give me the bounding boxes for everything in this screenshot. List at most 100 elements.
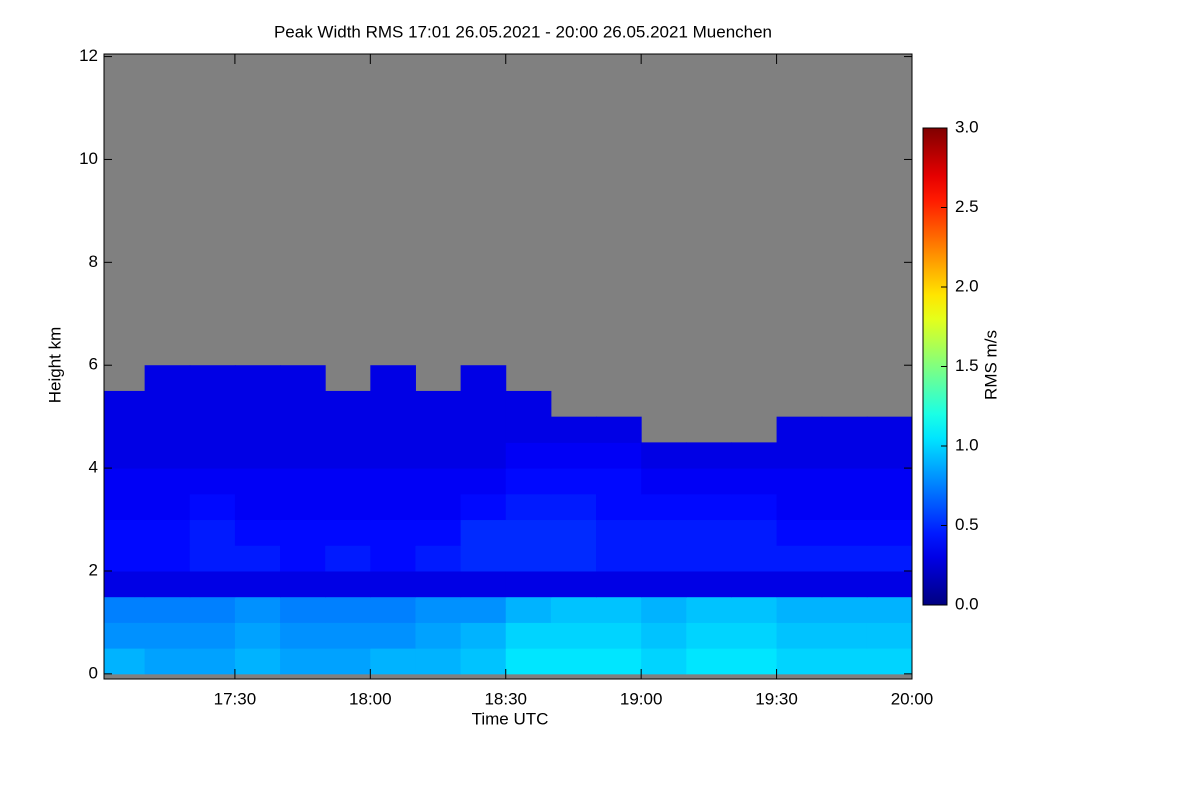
heatmap-cell: [370, 622, 416, 649]
heatmap-cell: [460, 648, 507, 675]
heatmap-cell: [641, 622, 687, 649]
x-tick-label: 18:00: [349, 689, 392, 708]
heatmap-cell: [686, 468, 732, 495]
heatmap-cell: [550, 442, 597, 469]
heatmap-cell: [325, 545, 371, 572]
heatmap-cell: [460, 468, 507, 495]
heatmap-cell: [821, 416, 868, 443]
heatmap-cell: [370, 570, 416, 598]
heatmap-cell: [596, 442, 642, 469]
heatmap-cell: [460, 442, 507, 469]
heatmap-cell: [234, 442, 281, 469]
x-tick-label: 20:00: [891, 689, 934, 708]
heatmap-cell: [189, 596, 236, 623]
heatmap-cell: [104, 468, 146, 495]
heatmap-cell: [325, 570, 371, 598]
heatmap-cell: [821, 648, 868, 675]
heatmap-cell: [189, 622, 236, 649]
heatmap-cell: [189, 545, 236, 572]
heatmap-cell: [866, 545, 913, 572]
heatmap-cell: [189, 468, 236, 495]
y-tick-label: 2: [89, 560, 98, 579]
heatmap-cell: [144, 648, 191, 675]
heatmap-cell: [866, 416, 913, 443]
heatmap-cell: [460, 519, 507, 546]
heatmap-cell: [234, 416, 281, 443]
y-tick-label: 8: [89, 252, 98, 271]
heatmap-cell: [821, 570, 868, 598]
heatmap-cell: [731, 570, 778, 598]
x-tick-label: 19:00: [620, 689, 663, 708]
heatmap-cell: [234, 493, 281, 521]
heatmap-cell: [731, 493, 778, 521]
x-tick-label: 17:30: [214, 689, 257, 708]
heatmap-cell: [280, 570, 326, 598]
heatmap-cell: [596, 493, 642, 521]
heatmap-cell: [325, 442, 371, 469]
heatmap-cell: [641, 442, 687, 469]
heatmap-cell: [641, 596, 687, 623]
x-tick-label: 18:30: [484, 689, 527, 708]
heatmap-cell: [866, 493, 913, 521]
heatmap-cell: [460, 390, 507, 418]
heatmap-cell: [104, 596, 146, 623]
heatmap-cell: [641, 468, 687, 495]
heatmap-cell: [505, 468, 552, 495]
heatmap-cell: [144, 622, 191, 649]
y-tick-label: 4: [89, 458, 98, 477]
heatmap-cell: [731, 622, 778, 649]
heatmap-cell: [415, 390, 462, 418]
heatmap-cell: [104, 493, 146, 521]
heatmap-cell: [641, 570, 687, 598]
heatmap-cell: [104, 570, 146, 598]
heatmap-cell: [821, 468, 868, 495]
heatmap-cell: [144, 493, 191, 521]
heatmap-cell: [821, 596, 868, 623]
y-tick-label: 0: [89, 663, 98, 682]
colorbar-tick-label: 1.5: [955, 356, 979, 375]
heatmap-cell: [776, 545, 823, 572]
heatmap-cell: [415, 596, 462, 623]
heatmap-cell: [325, 596, 371, 623]
heatmap-cell: [104, 519, 146, 546]
heatmap-cell: [866, 596, 913, 623]
heatmap-cell: [234, 545, 281, 572]
heatmap-cell: [104, 545, 146, 572]
colorbar-tick-label: 0.0: [955, 594, 979, 613]
heatmap-cell: [505, 493, 552, 521]
heatmap-cell: [596, 416, 642, 443]
colorbar-tick-label: 2.0: [955, 276, 979, 295]
heatmap-cell: [370, 493, 416, 521]
heatmap-cell: [505, 390, 552, 418]
heatmap-cell: [189, 570, 236, 598]
chart-title: Peak Width RMS 17:01 26.05.2021 - 20:00 …: [274, 22, 772, 41]
heatmap-cell: [280, 493, 326, 521]
heatmap-cell: [596, 570, 642, 598]
heatmap-cell: [415, 493, 462, 521]
heatmap-cell: [641, 545, 687, 572]
heatmap-cell: [776, 493, 823, 521]
heatmap-cell: [370, 596, 416, 623]
heatmap-cell: [550, 570, 597, 598]
heatmap-cell: [104, 622, 146, 649]
heatmap-cell: [821, 442, 868, 469]
heatmap-cell: [866, 622, 913, 649]
heatmap-cell: [596, 519, 642, 546]
heatmap-cell: [866, 570, 913, 598]
heatmap-cell: [641, 519, 687, 546]
heatmap-cell: [189, 493, 236, 521]
heatmap-cell: [596, 648, 642, 675]
x-tick-label: 19:30: [755, 689, 798, 708]
heatmap-cell: [596, 545, 642, 572]
heatmap-cell: [280, 545, 326, 572]
heatmap-cell: [596, 596, 642, 623]
heatmap-cell: [550, 622, 597, 649]
heatmap-cell: [641, 493, 687, 521]
heatmap-cell: [280, 519, 326, 546]
heatmap-cell: [686, 648, 732, 675]
heatmap-cell: [144, 519, 191, 546]
heatmap-cell: [731, 442, 778, 469]
heatmap-cell: [280, 648, 326, 675]
heatmap-cell: [686, 545, 732, 572]
